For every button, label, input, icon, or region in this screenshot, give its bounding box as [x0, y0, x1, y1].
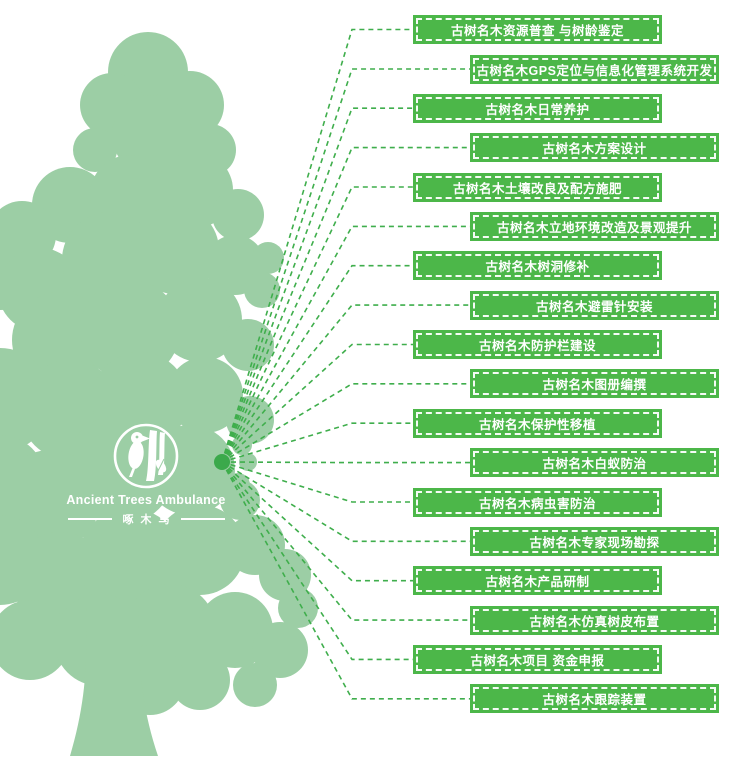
connector-line	[221, 461, 413, 582]
connector-line	[221, 461, 413, 503]
service-box: 古树名木资源普查 与树龄鉴定	[413, 15, 662, 44]
service-box: 古树名木日常养护	[413, 93, 662, 123]
connector-lines	[221, 28, 470, 700]
service-box: 古树名木方案设计	[470, 133, 719, 163]
connector-line	[221, 461, 470, 464]
tree-trunk	[70, 600, 158, 756]
brand-name-cn: 啄木鸟	[122, 514, 177, 526]
brand-name-en: Ancient Trees Ambulance	[66, 493, 226, 507]
divider-line	[67, 518, 112, 520]
service-box: 古树名木立地环境改造及景观提升	[470, 211, 719, 241]
connector-line	[221, 107, 413, 463]
service-box: 古树名木白蚁防治	[470, 448, 719, 478]
connector-line	[221, 264, 413, 463]
connector-line	[221, 422, 413, 463]
service-box: 古树名木避雷针安装	[470, 290, 719, 320]
woodpecker-icon	[113, 423, 179, 489]
connector-line	[221, 343, 413, 463]
service-box: 古树名木仿真树皮布置	[470, 605, 719, 635]
connector-line	[221, 461, 470, 621]
service-box: 古树名木GPS定位与信息化管理系统开发	[470, 54, 719, 84]
hub-dot	[214, 454, 230, 470]
service-box: 古树名木土壤改良及配方施肥	[413, 172, 662, 202]
connector-line	[221, 28, 413, 463]
brand-name-cn-row: 啄木鸟	[36, 511, 256, 527]
tree-silhouette-icon	[0, 32, 318, 756]
connector-line	[221, 186, 413, 463]
service-box: 古树名木图册编撰	[470, 369, 719, 399]
service-box: 古树名木项目 资金申报	[413, 644, 662, 674]
connector-line	[221, 461, 470, 700]
service-box: 古树名木树洞修补	[413, 251, 662, 281]
connector-line	[221, 68, 470, 463]
service-box: 古树名木保护性移植	[413, 408, 662, 438]
service-box: 古树名木病虫害防治	[413, 487, 662, 517]
service-box: 古树名木专家现场勘探	[470, 526, 719, 556]
service-box: 古树名木产品研制	[413, 566, 662, 596]
divider-line	[180, 518, 225, 520]
brand-logo: Ancient Trees Ambulance 啄木鸟	[36, 421, 256, 527]
connector-line	[221, 146, 470, 463]
service-box: 古树名木跟踪装置	[470, 684, 719, 714]
connector-line	[221, 304, 470, 463]
connector-line	[221, 461, 413, 661]
service-box: 古树名木防护栏建设	[413, 330, 662, 359]
